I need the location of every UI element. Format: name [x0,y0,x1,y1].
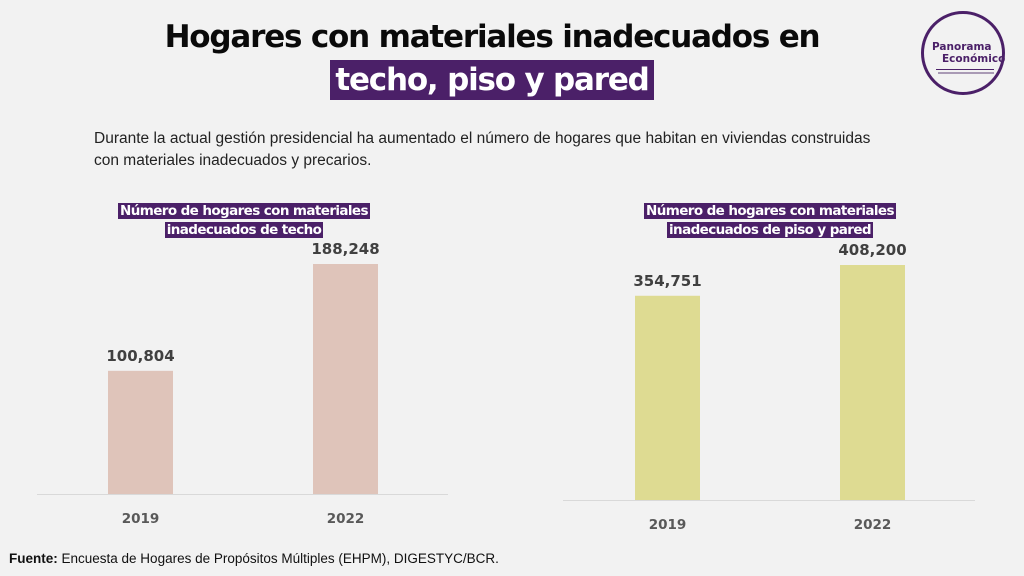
logo-text-line2: Económico [942,53,1006,65]
source-label: Fuente: [9,551,58,566]
chart-piso-x-tick-2022: 2022 [854,517,892,533]
chart-techo-x-tick-2019: 2019 [122,511,160,527]
page-title-line2-highlight: techo, piso y pared [330,60,654,100]
chart-techo-data-label-2019: 100,804 [106,347,174,365]
chart-techo-bar-2019 [108,370,173,494]
chart-piso-bar-2019 [635,295,700,500]
logo-text-line1: Panorama [932,41,992,53]
chart-piso-bar-2022 [840,265,905,500]
chart-piso-data-label-2019: 354,751 [633,272,701,290]
page-title-line1: Hogares con materiales inadecuados en [164,19,821,55]
chart-techo-title: Número de hogares con materiales inadecu… [92,202,396,240]
chart-piso-x-tick-2019: 2019 [649,517,687,533]
logo-tagline [938,72,994,74]
description-text: Durante la actual gestión presidencial h… [94,130,871,169]
source-note: Fuente: Encuesta de Hogares de Propósito… [9,551,499,566]
chart-techo-bar-2022 [313,264,378,494]
chart-techo-data-label-2022: 188,248 [311,240,379,258]
chart-piso-title: Número de hogares con materiales inadecu… [618,202,922,240]
page-title: Hogares con materiales inadecuados en te… [0,16,984,101]
chart-techo-x-tick-2022: 2022 [327,511,365,527]
chart-piso-data-label-2022: 408,200 [838,241,906,259]
logo-divider [936,69,994,70]
panorama-economico-logo: Panorama Económico [921,11,1005,95]
source-text: Encuesta de Hogares de Propósitos Múltip… [57,551,499,566]
